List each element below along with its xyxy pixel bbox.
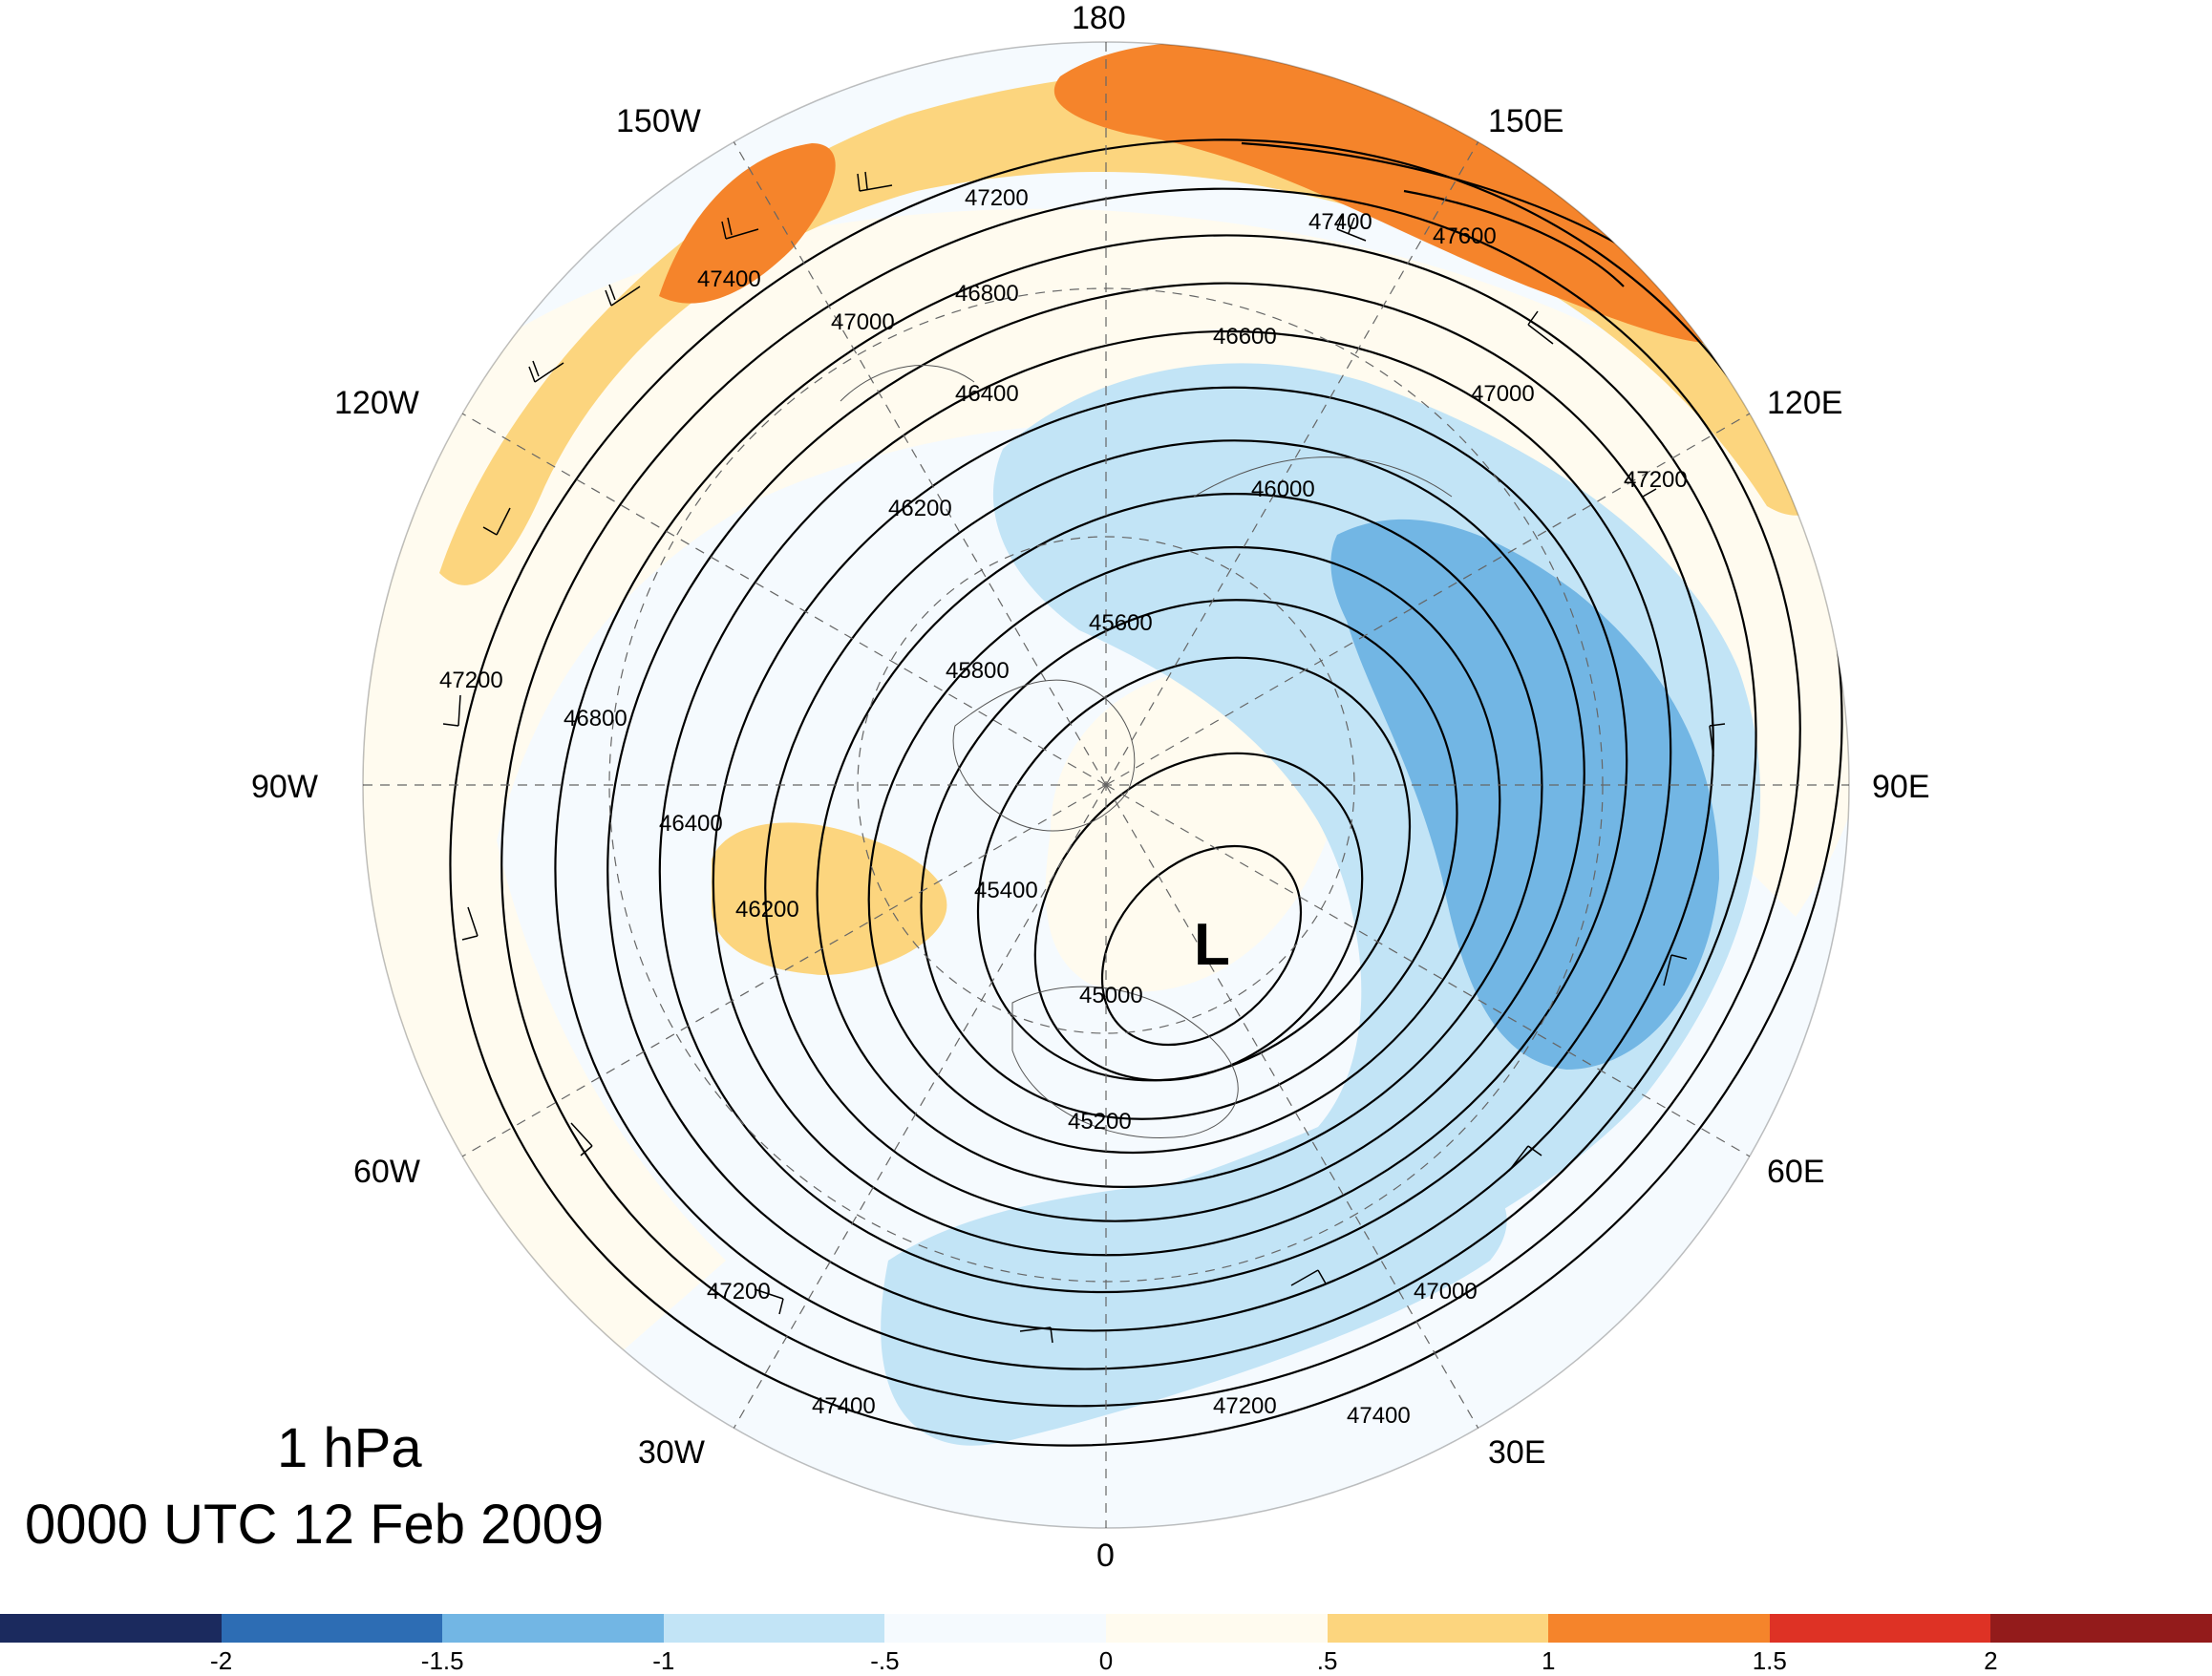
- contour-label: 46600: [1213, 324, 1277, 350]
- colorbar-segment: [221, 1614, 443, 1643]
- valid-time-title: 0000 UTC 12 Feb 2009: [25, 1494, 605, 1556]
- contour-label: 46800: [955, 281, 1019, 307]
- longitude-labels: 180 150W 150E 120W 120E 90W 90E 60W 60E …: [251, 0, 1930, 1574]
- lon-label-90w: 90W: [251, 769, 318, 805]
- colorbar-tick-label: 2: [1984, 1646, 1998, 1675]
- colorbar-segment: [884, 1614, 1106, 1643]
- contour-label: 47400: [697, 266, 761, 292]
- colorbar-segment: [1990, 1614, 2212, 1643]
- pressure-level-title: 1 hPa: [277, 1417, 422, 1479]
- lon-label-120w: 120W: [334, 385, 419, 421]
- lon-label-60w: 60W: [353, 1154, 420, 1190]
- colorbar-segment: [1105, 1614, 1328, 1643]
- colorbar-tick-label: -.5: [870, 1646, 900, 1675]
- colorbar-tick-label: 0: [1098, 1646, 1114, 1675]
- colorbar-segment: [1327, 1614, 1549, 1643]
- strong-positive-anomaly-right: [1054, 42, 1719, 344]
- contour-label: 47200: [1213, 1393, 1277, 1419]
- colorbar-segment: [663, 1614, 885, 1643]
- colorbar: [0, 1614, 2212, 1643]
- contour-label: 47400: [812, 1393, 876, 1419]
- contour-label: 45600: [1089, 610, 1153, 636]
- contour-label: 46800: [564, 706, 627, 732]
- contour-label: 45000: [1079, 983, 1143, 1008]
- contour-label: 47000: [1414, 1279, 1478, 1305]
- lon-label-180: 180: [1072, 0, 1126, 36]
- contour-label: 46400: [659, 811, 723, 837]
- contour-label: 47200: [439, 668, 503, 693]
- lon-label-150w: 150W: [616, 103, 701, 139]
- contour-label: 47200: [1624, 467, 1688, 493]
- colorbar-tick-labels: -2 -1.5 -1 -.5 0 .5 1 1.5 2: [0, 1646, 2212, 1675]
- contour-label: 45400: [974, 878, 1038, 903]
- strong-negative-anomaly: [1330, 519, 1719, 1070]
- coastlines: [840, 365, 1453, 1138]
- lon-label-120e: 120E: [1767, 385, 1842, 421]
- lon-label-60e: 60E: [1767, 1154, 1825, 1190]
- colorbar-segment: [442, 1614, 664, 1643]
- graticule: [363, 42, 1849, 1528]
- contour-label: 47200: [707, 1279, 771, 1305]
- colorbar-segment: [1548, 1614, 1770, 1643]
- colorbar-segment: [0, 1614, 222, 1643]
- contour-label: 45800: [946, 658, 1010, 684]
- contour-label: 46400: [955, 381, 1019, 407]
- wind-barbs: [442, 171, 1726, 1344]
- contour-label: 47400: [1347, 1403, 1411, 1429]
- colorbar-tick-label: -1.5: [420, 1646, 464, 1675]
- contour-label: 47200: [965, 185, 1029, 211]
- strong-positive-anomaly-left: [659, 143, 836, 304]
- positive-anomaly-lobe: [712, 822, 947, 975]
- contour-label: 46200: [735, 897, 799, 923]
- contour-label: 47000: [831, 309, 895, 335]
- colorbar-tick-label: -2: [210, 1646, 233, 1675]
- contour-label: 45200: [1068, 1109, 1132, 1135]
- colorbar-tick-label: 1: [1541, 1646, 1556, 1675]
- contour-label: 47400: [1308, 209, 1372, 235]
- colorbar-tick-label: .5: [1316, 1646, 1338, 1675]
- contour-label: 47000: [1471, 381, 1535, 407]
- map-boundary: [362, 41, 1850, 1529]
- lon-label-30w: 30W: [638, 1434, 705, 1471]
- contour-labels: 47600 47400 47400 47200 47200 47000 4700…: [439, 185, 1688, 1429]
- lon-label-90e: 90E: [1872, 769, 1930, 805]
- low-pressure-marker: L: [1194, 912, 1230, 978]
- colorbar-tick-label: 1.5: [1752, 1646, 1787, 1675]
- lon-label-0: 0: [1096, 1538, 1115, 1574]
- colorbar-tick-label: -1: [652, 1646, 675, 1675]
- contour-label: 47600: [1433, 223, 1497, 249]
- lon-label-30e: 30E: [1488, 1434, 1546, 1471]
- colorbar-segment: [1769, 1614, 1991, 1643]
- contour-label: 46200: [888, 496, 952, 521]
- contour-label: 46000: [1251, 477, 1315, 502]
- lon-label-150e: 150E: [1488, 103, 1563, 139]
